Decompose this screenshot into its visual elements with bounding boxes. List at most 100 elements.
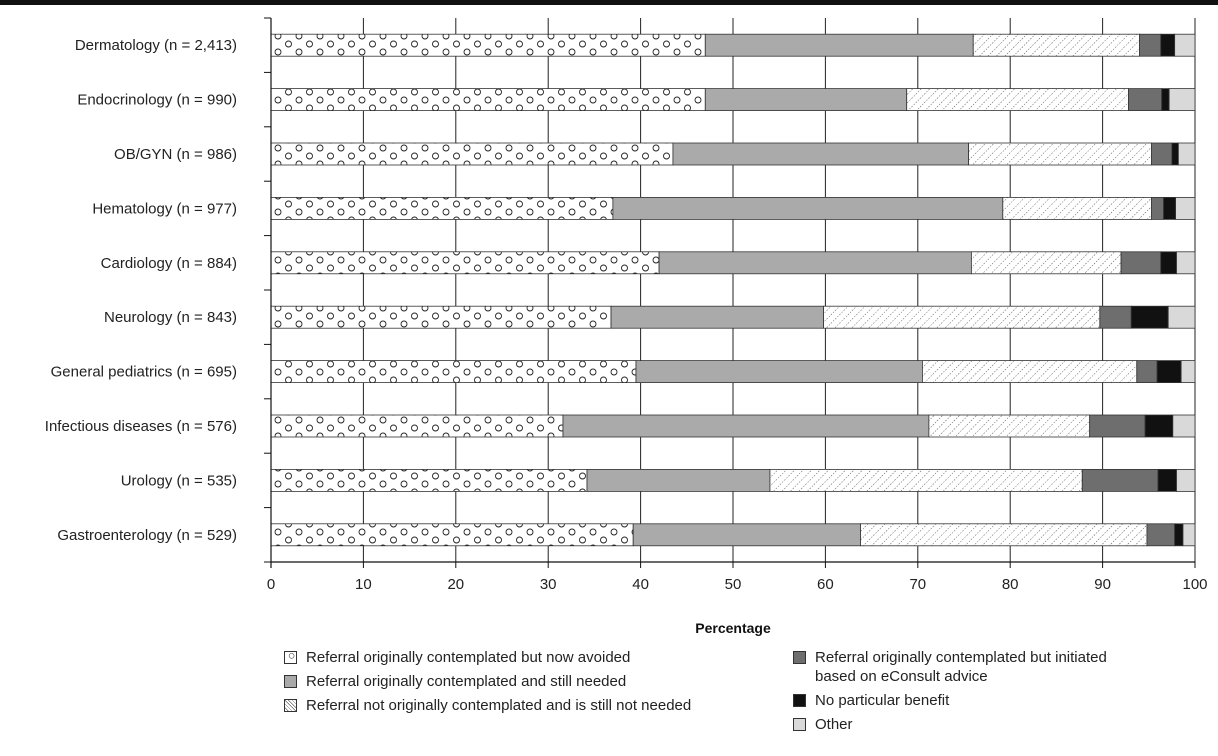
legend-item-1: Referral originally contemplated and sti… bbox=[284, 672, 691, 691]
x-tick-label-90: 90 bbox=[1094, 576, 1111, 593]
bar-segment-3-5 bbox=[1175, 196, 1196, 220]
bar-segment-9-4 bbox=[1174, 523, 1184, 547]
category-label-7: Infectious diseases (n = 576) bbox=[45, 418, 237, 435]
bar-segment-4-3 bbox=[1120, 251, 1162, 275]
legend-label-2: Referral not originally contemplated and… bbox=[306, 697, 692, 714]
bar-segment-1-2 bbox=[906, 88, 1129, 111]
bar-segment-2-5 bbox=[1177, 142, 1196, 166]
x-axis-title: Percentage bbox=[695, 620, 771, 636]
bar-segment-0-2 bbox=[972, 33, 1140, 57]
bar-segment-5-2 bbox=[823, 305, 1101, 329]
bar-segment-6-0 bbox=[270, 360, 637, 384]
legend: Referral originally contemplated but now… bbox=[0, 648, 1218, 756]
bar-segment-8-2 bbox=[769, 468, 1083, 492]
legend-column-right: Referral originally contemplated but ini… bbox=[793, 648, 1107, 739]
bar-segment-8-4 bbox=[1157, 468, 1177, 492]
bar-segment-0-4 bbox=[1160, 33, 1176, 57]
bar-segment-7-2 bbox=[928, 414, 1091, 438]
bar-segment-3-4 bbox=[1163, 196, 1176, 220]
legend-swatch-1 bbox=[284, 675, 297, 688]
bar-segment-6-4 bbox=[1156, 360, 1182, 384]
bar-segment-3-0 bbox=[270, 196, 614, 220]
bar-segment-4-0 bbox=[270, 251, 660, 275]
bar-segment-5-0 bbox=[270, 305, 612, 329]
bar-segment-1-5 bbox=[1168, 88, 1196, 111]
bar-segment-3-2 bbox=[1002, 196, 1152, 220]
bar-segment-1-0 bbox=[270, 88, 706, 111]
legend-swatch-4 bbox=[793, 694, 806, 707]
legend-item-0: Referral originally contemplated but now… bbox=[284, 648, 691, 667]
bar-segment-3-1 bbox=[612, 196, 1004, 220]
bar-segment-2-3 bbox=[1151, 142, 1173, 166]
legend-label-5: Other bbox=[815, 716, 853, 733]
bar-segment-5-5 bbox=[1167, 305, 1196, 329]
bar-segment-1-4 bbox=[1161, 88, 1170, 111]
x-tick-label-20: 20 bbox=[447, 576, 464, 593]
category-label-6: General pediatrics (n = 695) bbox=[51, 364, 237, 381]
legend-item-5: Other bbox=[793, 715, 1107, 734]
bar-segment-0-5 bbox=[1174, 33, 1196, 57]
category-label-3: Hematology (n = 977) bbox=[92, 200, 237, 217]
legend-swatch-2 bbox=[284, 699, 297, 712]
legend-swatch-0 bbox=[284, 651, 297, 664]
bar-segment-5-1 bbox=[610, 305, 824, 329]
bar-segment-2-1 bbox=[672, 142, 970, 166]
category-label-8: Urology (n = 535) bbox=[121, 472, 237, 489]
x-tick-label-30: 30 bbox=[540, 576, 557, 593]
legend-swatch-5 bbox=[793, 718, 806, 731]
bar-segment-5-3 bbox=[1099, 305, 1132, 329]
axes: 0 10 20 30 40 50 60 70 80 90 100 bbox=[264, 17, 1208, 593]
bar-segment-2-2 bbox=[968, 142, 1152, 166]
bar-segment-6-1 bbox=[635, 360, 923, 384]
top-rule bbox=[0, 0, 1218, 5]
bar-segment-0-1 bbox=[704, 33, 974, 57]
legend-swatch-3 bbox=[793, 651, 806, 664]
bars bbox=[270, 33, 1196, 547]
bar-segment-5-4 bbox=[1130, 305, 1169, 329]
legend-label-3: Referral originally contemplated but ini… bbox=[815, 649, 1107, 685]
bar-segment-2-0 bbox=[270, 142, 674, 166]
bar-segment-9-3 bbox=[1146, 523, 1176, 547]
x-tick-label-70: 70 bbox=[909, 576, 926, 593]
bar-segment-1-3 bbox=[1128, 88, 1163, 111]
category-label-9: Gastroenterology (n = 529) bbox=[57, 527, 237, 544]
category-label-2: OB/GYN (n = 986) bbox=[114, 146, 237, 163]
bar-segment-8-1 bbox=[586, 468, 771, 492]
legend-label-4: No particular benefit bbox=[815, 692, 950, 709]
bar-segment-7-3 bbox=[1089, 414, 1146, 438]
bar-segment-4-1 bbox=[658, 251, 972, 275]
bar-segment-9-5 bbox=[1182, 523, 1196, 547]
category-label-0: Dermatology (n = 2,413) bbox=[75, 37, 237, 54]
bar-segment-7-1 bbox=[562, 414, 930, 438]
bar-segment-8-5 bbox=[1176, 468, 1196, 492]
bar-segment-4-2 bbox=[970, 251, 1122, 275]
legend-item-4: No particular benefit bbox=[793, 691, 1107, 710]
category-label-1: Endocrinology (n = 990) bbox=[77, 92, 237, 109]
category-label-4: Cardiology (n = 884) bbox=[101, 255, 237, 272]
bar-segment-6-5 bbox=[1180, 360, 1196, 384]
legend-label-0: Referral originally contemplated but now… bbox=[306, 649, 631, 666]
bar-segment-7-5 bbox=[1172, 414, 1196, 438]
bar-segment-8-0 bbox=[270, 468, 588, 492]
x-tick-label-60: 60 bbox=[817, 576, 834, 593]
legend-column-left: Referral originally contemplated but now… bbox=[284, 648, 691, 720]
category-label-5: Neurology (n = 843) bbox=[104, 309, 237, 326]
x-tick-label-80: 80 bbox=[1002, 576, 1019, 593]
bar-segment-2-4 bbox=[1171, 142, 1179, 166]
x-tick-label-0: 0 bbox=[267, 576, 275, 593]
bar-segment-0-3 bbox=[1139, 33, 1162, 57]
legend-item-3: Referral originally contemplated but ini… bbox=[793, 648, 1107, 686]
category-labels: Dermatology (n = 2,413) Endocrinology (n … bbox=[45, 37, 237, 544]
x-tick-label-10: 10 bbox=[355, 576, 372, 593]
bar-segment-6-2 bbox=[922, 360, 1138, 384]
bar-segment-0-0 bbox=[270, 33, 706, 57]
bar-segment-7-4 bbox=[1144, 414, 1174, 438]
bar-segment-9-1 bbox=[632, 523, 861, 547]
x-tick-label-40: 40 bbox=[632, 576, 649, 593]
bar-segment-4-5 bbox=[1176, 251, 1196, 275]
x-tick-label-100: 100 bbox=[1182, 576, 1207, 593]
x-tick-label-50: 50 bbox=[725, 576, 742, 593]
bar-segment-8-3 bbox=[1081, 468, 1159, 492]
bar-segment-9-0 bbox=[270, 523, 634, 547]
